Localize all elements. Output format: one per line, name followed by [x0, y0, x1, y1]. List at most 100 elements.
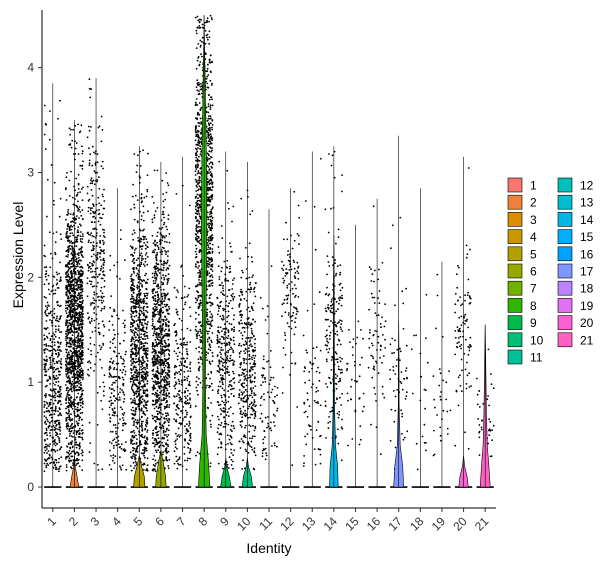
data-point	[211, 163, 214, 166]
data-point	[43, 470, 46, 473]
data-point	[162, 393, 165, 396]
data-point	[68, 428, 71, 431]
data-point	[75, 347, 78, 350]
data-point	[54, 399, 57, 402]
data-point	[156, 461, 159, 464]
data-point	[71, 225, 74, 228]
data-point	[164, 298, 166, 300]
data-point	[59, 261, 61, 264]
data-point	[130, 440, 133, 443]
data-point	[207, 117, 210, 120]
data-point	[46, 306, 49, 309]
data-point	[60, 350, 62, 352]
data-point	[164, 274, 167, 277]
data-point	[115, 427, 117, 429]
data-point	[72, 370, 75, 373]
data-point	[69, 226, 71, 229]
data-point	[66, 214, 68, 216]
data-point	[81, 305, 84, 308]
data-point	[140, 341, 142, 343]
data-point	[59, 341, 62, 344]
data-point	[115, 379, 117, 382]
data-point	[155, 363, 158, 365]
data-point	[79, 381, 82, 384]
data-point	[165, 428, 168, 431]
data-point	[140, 252, 143, 255]
data-point	[56, 367, 58, 370]
data-point	[81, 346, 83, 348]
data-point	[69, 284, 72, 287]
data-point	[81, 459, 84, 462]
data-point	[156, 338, 159, 340]
data-point	[53, 312, 56, 315]
data-point	[53, 357, 55, 360]
data-point	[113, 381, 116, 384]
data-point	[71, 356, 74, 358]
data-point	[78, 263, 81, 265]
points-8	[194, 14, 214, 488]
data-point	[91, 182, 94, 185]
data-point	[162, 399, 165, 402]
data-point	[71, 321, 74, 324]
data-point	[60, 403, 62, 406]
data-point	[134, 194, 137, 197]
data-point	[49, 403, 51, 406]
data-point	[54, 405, 57, 408]
data-point	[153, 315, 155, 318]
data-point	[71, 380, 74, 383]
data-point	[137, 334, 139, 337]
data-point	[136, 344, 138, 347]
data-point	[136, 287, 139, 290]
data-point	[75, 204, 77, 207]
data-point	[198, 346, 200, 349]
data-point	[49, 395, 52, 397]
data-point	[162, 193, 165, 195]
data-point	[142, 314, 145, 316]
data-point	[134, 361, 137, 364]
data-point	[68, 363, 71, 366]
data-point	[68, 402, 71, 405]
data-point	[123, 339, 125, 342]
data-point	[74, 386, 77, 389]
data-point	[163, 236, 166, 239]
data-point	[79, 369, 82, 372]
data-point	[141, 318, 144, 321]
data-point	[109, 449, 111, 452]
data-point	[151, 218, 154, 221]
data-point	[208, 200, 211, 203]
data-point	[135, 358, 137, 360]
data-point	[92, 210, 94, 213]
data-point	[167, 218, 170, 221]
data-point	[168, 366, 171, 369]
data-point	[81, 392, 84, 395]
data-point	[50, 320, 53, 322]
data-point	[164, 387, 167, 390]
data-point	[130, 469, 133, 472]
data-point	[50, 461, 53, 464]
data-point	[58, 390, 61, 393]
data-point	[206, 384, 208, 387]
data-point	[77, 207, 80, 210]
data-point	[158, 342, 160, 345]
data-point	[96, 267, 99, 270]
data-point	[162, 211, 164, 213]
data-point	[123, 398, 126, 400]
data-point	[144, 274, 146, 277]
data-point	[76, 231, 79, 234]
data-point	[153, 416, 156, 418]
data-point	[141, 426, 143, 429]
data-point	[69, 232, 72, 235]
data-point	[45, 328, 47, 331]
data-point	[53, 203, 55, 206]
data-point	[164, 198, 167, 201]
data-point	[68, 356, 71, 359]
data-point	[78, 323, 81, 326]
data-point	[67, 397, 70, 400]
data-point	[75, 433, 78, 436]
data-point	[159, 426, 161, 429]
data-point	[152, 389, 155, 391]
data-point	[206, 314, 209, 316]
data-point	[135, 247, 137, 250]
data-point	[130, 353, 132, 356]
data-point	[163, 240, 166, 243]
